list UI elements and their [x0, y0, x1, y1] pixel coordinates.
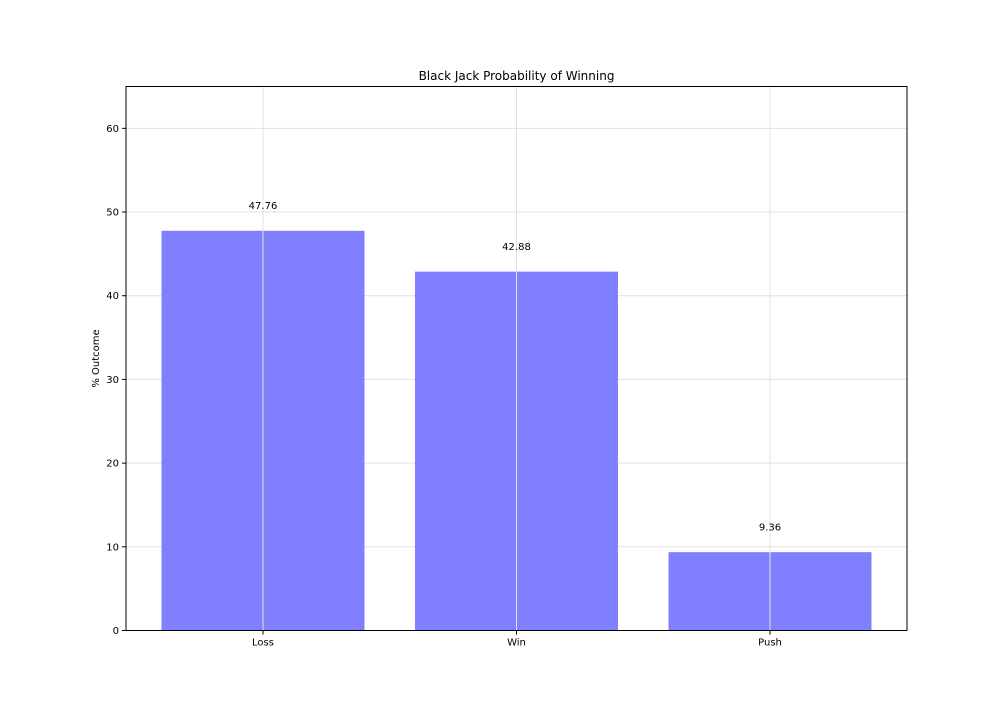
chart-title: Black Jack Probability of Winning: [419, 69, 615, 83]
y-tick-label: 40: [106, 291, 119, 302]
y-tick-label: 30: [106, 375, 119, 386]
x-tick-label: Loss: [252, 638, 274, 649]
data-labels: 47.76 42.88 9.36: [249, 201, 781, 533]
y-axis: 0 10 20 30 40 50 60: [106, 124, 126, 637]
data-label: 9.36: [759, 523, 781, 534]
x-axis: Loss Win Push: [252, 630, 782, 649]
x-tick-label: Win: [507, 638, 526, 649]
y-tick-label: 0: [113, 626, 119, 637]
data-label: 47.76: [249, 201, 278, 212]
x-tick-label: Push: [758, 638, 782, 649]
y-axis-label: % Outcome: [91, 329, 102, 387]
y-tick-label: 60: [106, 124, 119, 135]
y-tick-label: 20: [106, 459, 119, 470]
y-tick-label: 10: [106, 542, 119, 553]
data-label: 42.88: [502, 242, 531, 253]
y-tick-label: 50: [106, 208, 119, 219]
vertical-grid-lines: [262, 86, 771, 631]
